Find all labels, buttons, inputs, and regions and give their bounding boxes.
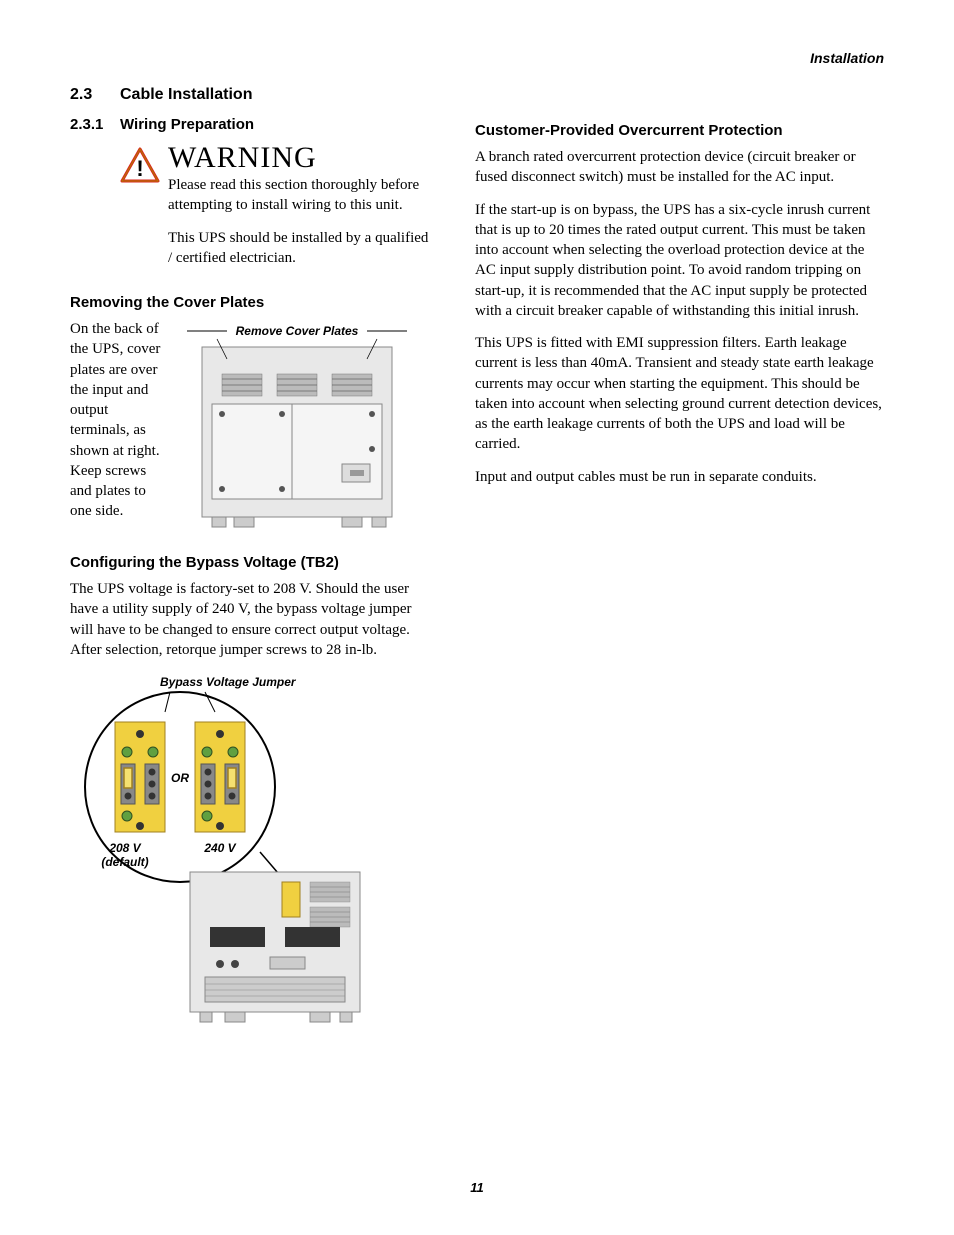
svg-text:!: ! — [136, 156, 143, 181]
page-number: 11 — [0, 1180, 954, 1195]
fig1-label: Remove Cover Plates — [236, 324, 359, 338]
removing-figure-row: On the back of the UPS, cover plates are… — [70, 319, 435, 544]
warning-icon: ! — [120, 147, 160, 188]
right-p2: If the start-up is on bypass, the UPS ha… — [475, 200, 884, 322]
right-p4: Input and output cables must be run in s… — [475, 467, 884, 487]
section-heading: 2.3Cable Installation — [70, 86, 884, 104]
fig2-default: (default) — [101, 855, 148, 869]
page-header-label: Installation — [70, 50, 884, 66]
section-number: 2.3 — [70, 86, 120, 104]
fig2-240: 240 V — [203, 841, 236, 855]
config-heading: Configuring the Bypass Voltage (TB2) — [70, 554, 435, 571]
removing-text: On the back of the UPS, cover plates are… — [70, 319, 170, 522]
left-column: 2.3.1Wiring Preparation ! WARNING Please… — [70, 116, 435, 1037]
fig2-208: 208 V — [108, 841, 141, 855]
warning-p1: Please read this section thoroughly befo… — [168, 175, 435, 216]
right-column: Customer-Provided Overcurrent Protection… — [475, 116, 884, 1037]
bypass-jumper-figure: Bypass Voltage Jumper — [70, 672, 435, 1037]
fig2-label: Bypass Voltage Jumper — [160, 675, 297, 689]
right-p1: A branch rated overcurrent protection de… — [475, 147, 884, 188]
remove-cover-plates-figure: Remove Cover Plates — [182, 319, 435, 544]
two-column-layout: 2.3.1Wiring Preparation ! WARNING Please… — [70, 116, 884, 1037]
removing-heading: Removing the Cover Plates — [70, 294, 435, 311]
warning-block: ! WARNING Please read this section thoro… — [120, 143, 435, 280]
config-text: The UPS voltage is factory-set to 208 V.… — [70, 579, 435, 660]
subsection-title: Wiring Preparation — [120, 116, 254, 133]
subsection-heading: 2.3.1Wiring Preparation — [70, 116, 435, 133]
warning-text: WARNING Please read this section thoroug… — [168, 143, 435, 280]
fig2-or: OR — [171, 771, 189, 785]
warning-title: WARNING — [168, 143, 435, 173]
warning-p2: This UPS should be installed by a qualif… — [168, 228, 435, 269]
subsection-number: 2.3.1 — [70, 116, 120, 133]
right-p3: This UPS is fitted with EMI suppression … — [475, 333, 884, 455]
customer-heading: Customer-Provided Overcurrent Protection — [475, 122, 884, 139]
section-title: Cable Installation — [120, 86, 252, 103]
